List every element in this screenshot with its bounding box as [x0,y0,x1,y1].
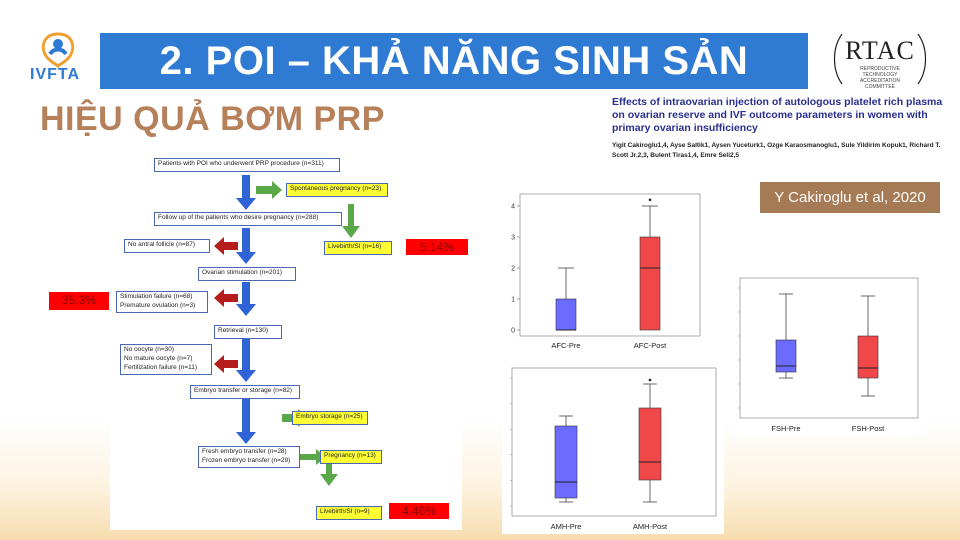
amh-boxplot-svg: AMH-Pre AMH-Post [510,367,717,531]
rtac-caption: REPRODUCTIVE TECHNOLOGY ACCREDITATION CO… [859,66,901,90]
chart-fsh-frame [739,277,919,419]
rate-tag-livebirth-final: 4.46% [389,503,449,519]
rtac-logo: RTAC REPRODUCTIVE TECHNOLOGY ACCREDITATI… [830,30,930,90]
flow-exit-stim-failure: Stimulation failure (n=68) Premature ovu… [116,291,208,313]
afc-x-label: AFC-Pre [551,341,580,350]
afc-boxplot: 0 1 2 3 4 AFC-Pre AFC-Post [504,188,704,354]
flow-step-stimulation: Ovarian stimulation (n=201) [198,267,296,281]
chart-amh-box [638,407,662,481]
chart-fsh-box [857,335,879,379]
flow-step-fresh-frozen: Fresh embryo transfer (n=28) Frozen embr… [198,446,300,468]
red-arrows [214,237,238,373]
chart-fsh-x-label: FSH-Post [852,424,885,433]
chart-amh-x-label: AMH-Post [633,522,668,531]
afc-box [555,298,577,331]
ivfta-logo [30,28,86,86]
afc-x-label: AFC-Post [634,341,667,350]
paper-title: Effects of intraovarian injection of aut… [612,96,943,134]
flow-exit-no-antral: No antral follicle (n=87) [124,239,210,253]
afc-y-tick-label: 0 [511,328,515,335]
chart-amh-x-label: AMH-Pre [551,522,582,531]
afc-y-tick-label: 2 [511,266,515,273]
fsh-boxplot-svg: FSH-Pre FSH-Post [738,277,919,433]
blue-arrows [236,175,256,444]
afc-boxplot-svg: 0 1 2 3 4 AFC-Pre AFC-Post [511,193,701,350]
afc-box [639,236,661,331]
paper-authors: Yigit Cakiroglu1,4, Ayse Saltik1, Aysen … [612,142,941,159]
flow-step-livebirth-final: Livebirth/SI (n=9) [316,506,382,520]
chart-fsh-x-label: FSH-Pre [771,424,800,433]
flow-step-frozen: Frozen embryo transfer (n=29) [202,457,291,464]
fsh-boxplot: FSH-Pre FSH-Post [730,272,926,436]
flow-step-follow-up: Follow up of the patients who desire pre… [154,212,342,226]
chart-amh-frame [511,367,717,517]
chart-amh-outlier [648,378,652,382]
chart-fsh-box [775,339,797,373]
rtac-logo-text: RTAC [845,36,915,65]
flow-exit-fertilization: Fertilization failure (n=11) [124,364,198,371]
ivfta-logo-text: IVFTA [30,66,81,83]
flow-exit-no-mature: No mature oocyte (n=7) [124,355,193,362]
flowchart-arrows [214,175,360,486]
afc-y-tick-label: 3 [511,235,515,242]
flow-exit-no-oocyte: No oocyte (n=30) [124,346,175,353]
rtac-brackets [833,33,927,85]
flow-yellow-embryo-storage: Embryo storage (n=25) [292,411,368,425]
flow-yellow-pregnancy: Pregnancy (n=13) [320,450,382,464]
flow-step-fresh: Fresh embryo transfer (n=28) [202,448,287,455]
afc-y-tick-label: 4 [511,204,515,211]
flow-exit-oocyte-failures: No oocyte (n=30) No mature oocyte (n=7) … [120,344,212,375]
flow-exit-premature-ovulation: Premature ovulation (n=3) [120,302,196,309]
afc-outlier [648,198,652,202]
section-subtitle: HIỆU QUẢ BƠM PRP [40,100,385,138]
paper-citation: Effects of intraovarian injection of aut… [612,96,952,176]
rate-tag-livebirth-spontaneous: 5.14% [406,239,468,255]
flow-yellow-livebirth: Livebirth/SI (n=16) [324,241,392,255]
afc-y-tick-label: 1 [511,297,515,304]
flowchart: Patients with POI who underwent PRP proc… [110,150,462,530]
page-title: 2. POI – KHẢ NĂNG SINH SẢN [100,33,808,89]
flow-step-embryo-transfer: Embryo transfer or storage (n=82) [190,385,300,399]
amh-boxplot: AMH-Pre AMH-Post [502,362,724,534]
flow-step-patients: Patients with POI who underwent PRP proc… [154,158,340,172]
flow-yellow-spontaneous: Spontaneous pregnancy (n=23) [286,183,388,197]
flow-exit-stimulation-failure: Stimulation failure (n=68) [120,293,193,300]
flow-step-retrieval: Retrieval (n=130) [214,325,282,339]
chart-amh-box [554,425,578,499]
rate-tag-stimulation-failure: 35.3% [49,292,109,310]
afc-plot-frame [519,193,701,337]
reference-badge: Y Cakiroglu et al, 2020 [760,182,940,213]
